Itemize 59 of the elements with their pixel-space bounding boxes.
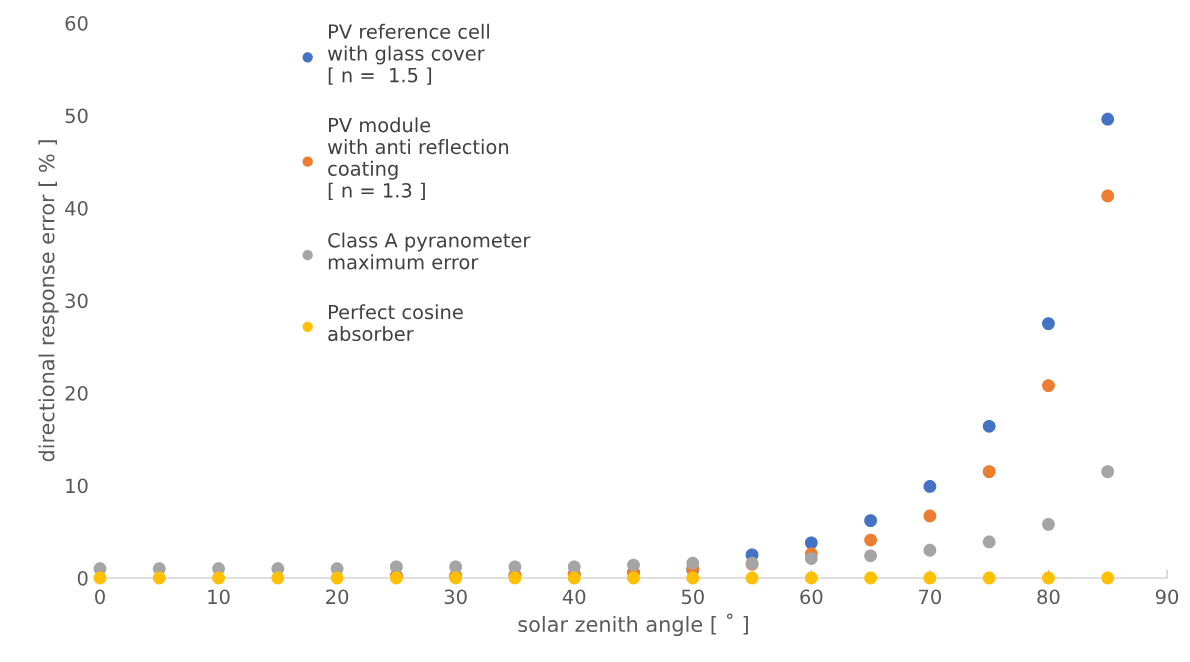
point	[864, 549, 878, 563]
point	[508, 560, 522, 574]
point	[804, 552, 818, 565]
point	[93, 571, 107, 585]
point	[745, 571, 759, 585]
point	[627, 571, 640, 585]
point	[1101, 112, 1115, 126]
x-tick-label: 80	[1037, 589, 1060, 605]
point	[804, 536, 818, 550]
point	[804, 571, 818, 585]
x-tick-label: 50	[681, 589, 704, 605]
y-tick-label: 10	[66, 478, 88, 494]
x-tick-label: 20	[326, 589, 349, 605]
point	[389, 560, 403, 574]
point	[982, 571, 996, 585]
point	[627, 558, 640, 572]
x-tick-label: 90	[1155, 589, 1179, 605]
y-tick-label: 30	[65, 293, 88, 309]
point	[152, 571, 166, 585]
point	[212, 571, 225, 585]
x-tick-label: 30	[444, 589, 467, 605]
legend-label: PV reference cell with glass cover [ n = 1.5 ]	[327, 23, 489, 85]
y-tick-label: 40	[65, 200, 88, 216]
y-tick-label: 20	[65, 385, 88, 401]
point	[449, 560, 463, 574]
point	[1042, 379, 1055, 392]
point	[330, 571, 344, 585]
point	[923, 480, 937, 493]
x-axis-title: solar zenith angle [ ˚ ]	[518, 613, 748, 637]
x-tick-label: 40	[562, 589, 586, 605]
x-tick-label: 70	[919, 589, 941, 605]
x-tick-label: 60	[800, 589, 823, 605]
point	[864, 514, 878, 528]
point	[1042, 571, 1055, 585]
point	[1042, 317, 1055, 331]
point	[1101, 465, 1115, 479]
point	[1101, 571, 1115, 585]
y-axis-title: directional response error [ % ]	[38, 140, 59, 462]
y-tick-label: 0	[77, 570, 88, 586]
legend-label: PV module with anti reflection coating [ n = 1.3 ]	[327, 117, 509, 200]
point	[1101, 189, 1115, 203]
x-tick-label: 0	[95, 589, 105, 605]
x-tick-label: 10	[208, 589, 230, 605]
point	[923, 509, 937, 523]
point	[864, 533, 878, 547]
point	[982, 419, 996, 433]
point	[923, 543, 937, 557]
legend-label: Class A pyranometer maximum error	[328, 232, 531, 270]
point	[982, 535, 996, 549]
point	[923, 571, 937, 585]
point	[1042, 517, 1055, 531]
y-tick-label: 50	[65, 108, 88, 124]
y-tick-label: 60	[65, 15, 88, 31]
point	[271, 571, 285, 585]
legend-label: Perfect cosine absorber	[328, 304, 463, 342]
point	[982, 465, 996, 479]
point	[686, 556, 700, 570]
point	[686, 571, 700, 585]
point	[864, 571, 878, 585]
